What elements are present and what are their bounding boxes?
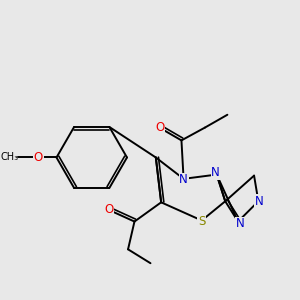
Text: N: N [179, 173, 188, 186]
Text: N: N [211, 166, 220, 179]
Text: O: O [155, 121, 165, 134]
Text: CH₃: CH₃ [0, 152, 19, 163]
Text: O: O [104, 203, 113, 216]
Text: S: S [198, 215, 206, 228]
Text: N: N [255, 195, 264, 208]
Text: O: O [34, 151, 43, 164]
Text: N: N [236, 217, 244, 230]
